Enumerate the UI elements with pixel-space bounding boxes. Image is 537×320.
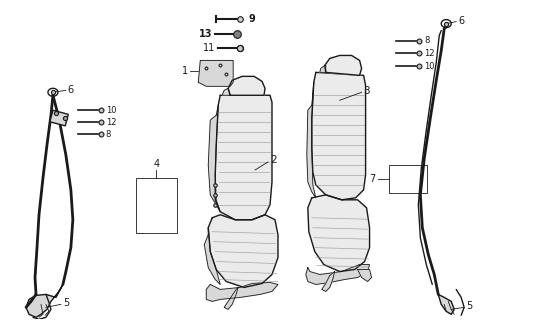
Polygon shape (322, 271, 335, 292)
Polygon shape (312, 72, 366, 200)
Text: 11: 11 (203, 44, 215, 53)
Text: 3: 3 (364, 86, 370, 96)
Polygon shape (320, 65, 326, 72)
Polygon shape (206, 283, 278, 301)
Text: 4: 4 (154, 159, 159, 169)
Bar (135, 178, 177, 233)
Polygon shape (222, 88, 230, 95)
Polygon shape (358, 269, 372, 282)
Polygon shape (306, 265, 369, 284)
Text: 5: 5 (63, 298, 69, 308)
Text: 2: 2 (270, 155, 277, 165)
Polygon shape (224, 287, 238, 309)
Polygon shape (204, 228, 220, 284)
Text: 1: 1 (182, 66, 188, 76)
Polygon shape (198, 60, 233, 86)
Text: 12: 12 (106, 118, 116, 127)
Text: 10: 10 (106, 106, 116, 115)
Polygon shape (208, 215, 278, 287)
Text: 9: 9 (248, 14, 255, 24)
Polygon shape (307, 82, 316, 198)
Polygon shape (208, 105, 220, 212)
Text: 8: 8 (106, 130, 111, 139)
Polygon shape (215, 95, 272, 220)
Polygon shape (228, 76, 265, 95)
Polygon shape (308, 195, 369, 271)
Text: 13: 13 (199, 28, 212, 38)
Polygon shape (438, 294, 454, 314)
Polygon shape (325, 55, 361, 76)
Text: 12: 12 (424, 49, 435, 58)
Text: 6: 6 (458, 16, 465, 26)
Text: 6: 6 (68, 85, 74, 95)
Bar (389, 165, 427, 193)
Text: 7: 7 (369, 174, 375, 184)
Text: 10: 10 (424, 62, 435, 71)
Bar (50, 110, 68, 126)
Text: 5: 5 (466, 301, 473, 311)
Text: 8: 8 (424, 36, 430, 45)
Polygon shape (26, 284, 63, 317)
